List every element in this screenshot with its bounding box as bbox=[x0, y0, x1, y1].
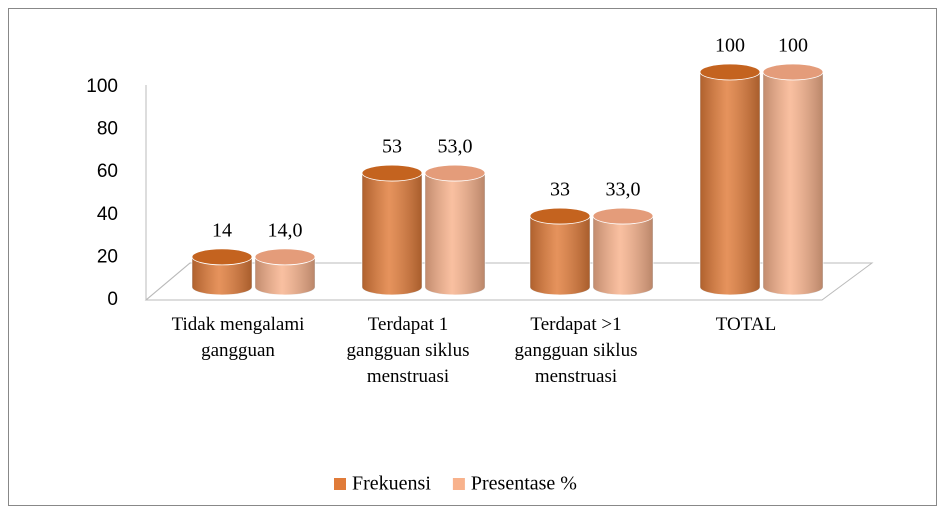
value-label: 33,0 bbox=[606, 179, 641, 201]
x-tick-label: Terdapat >1 gangguan siklus menstruasi bbox=[514, 314, 638, 387]
x-tick-label: TOTAL bbox=[715, 314, 777, 335]
y-tick-label: 80 bbox=[97, 119, 118, 140]
value-label: 53 bbox=[382, 136, 402, 158]
y-tick-label: 0 bbox=[107, 289, 118, 310]
value-label: 14,0 bbox=[268, 219, 303, 241]
legend-swatch bbox=[452, 478, 465, 490]
cylinder-top bbox=[592, 207, 654, 225]
cylinder-shading bbox=[255, 256, 315, 295]
cylinder-shading bbox=[425, 173, 485, 295]
y-tick-label: 40 bbox=[97, 204, 118, 225]
y-tick-label: 100 bbox=[86, 76, 118, 97]
x-tick-label: Terdapat 1 gangguan siklus menstruasi bbox=[346, 314, 470, 387]
floor-edge bbox=[145, 262, 191, 301]
cylinder-top bbox=[424, 164, 486, 182]
cylinder-shading bbox=[700, 72, 760, 295]
legend-label: Presentase % bbox=[471, 473, 577, 495]
cylinder-top bbox=[529, 207, 591, 225]
cylinder-top bbox=[361, 164, 423, 182]
value-label: 14 bbox=[212, 219, 232, 241]
y-tick-label: 60 bbox=[97, 161, 118, 182]
value-label: 100 bbox=[778, 35, 808, 57]
cylinder-shading bbox=[593, 216, 653, 295]
cylinder-top bbox=[191, 248, 253, 266]
cylinder-shading bbox=[362, 173, 422, 295]
cylinder-shading bbox=[530, 216, 590, 295]
y-tick-label: 20 bbox=[97, 246, 118, 267]
cylinder-top bbox=[762, 63, 824, 81]
x-tick-label: Tidak mengalami gangguan bbox=[171, 314, 305, 361]
cylinder-shading bbox=[192, 256, 252, 295]
cylinder-shading bbox=[763, 72, 823, 295]
value-label: 53,0 bbox=[438, 136, 473, 158]
legend-swatch bbox=[334, 478, 346, 490]
value-label: 100 bbox=[715, 35, 745, 57]
value-label: 33 bbox=[550, 179, 570, 201]
legend-label: Frekuensi bbox=[352, 473, 431, 495]
cylinder-top bbox=[699, 63, 761, 81]
cylinder-top bbox=[254, 248, 316, 266]
